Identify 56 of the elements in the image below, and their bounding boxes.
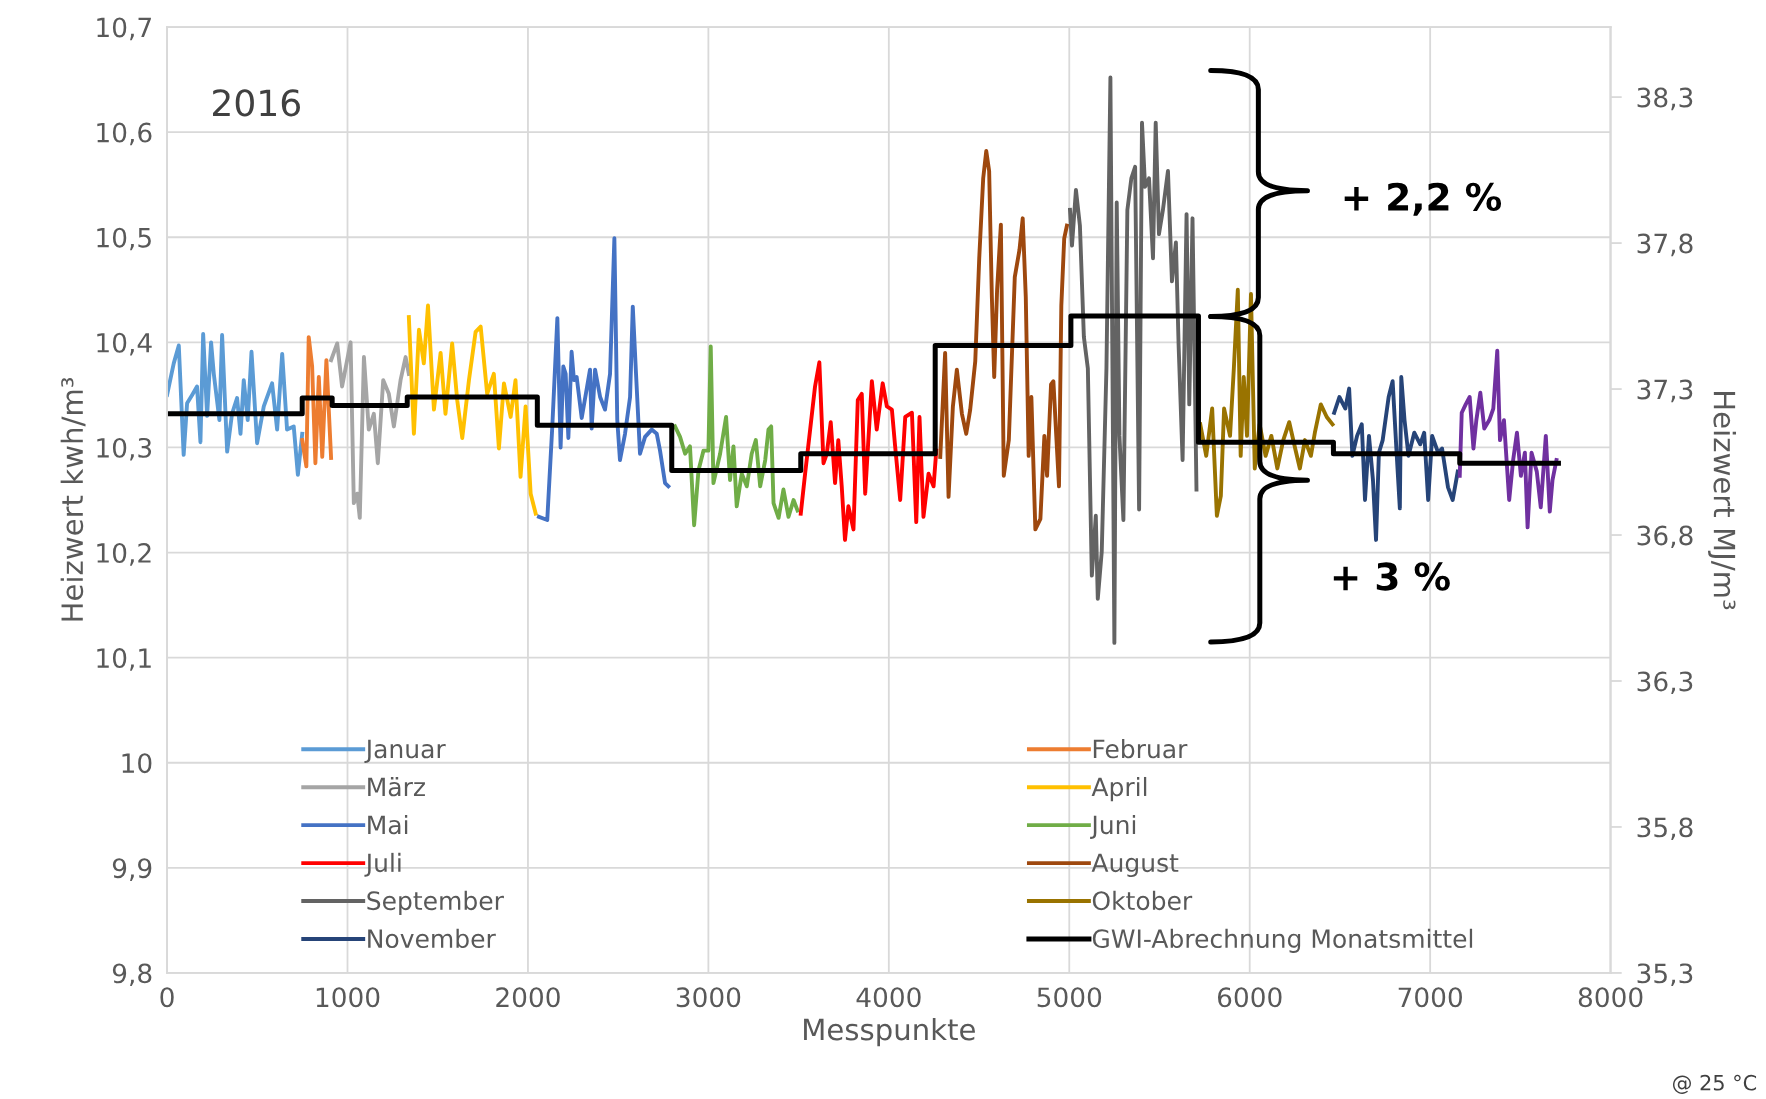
annotation: + 2,2 %	[1344, 182, 1502, 216]
y-tick-label: 9,9	[112, 858, 152, 881]
legend-label: September	[367, 890, 504, 915]
legend-label: März	[368, 777, 425, 797]
y-tick-label: 10,7	[97, 17, 151, 41]
line-series	[406, 303, 538, 516]
legend-label: April	[1091, 776, 1147, 802]
y-tick-label: 10	[122, 753, 152, 774]
line-series	[1457, 348, 1559, 530]
legend-label: Juni	[1090, 814, 1136, 839]
y2-tick-label: 38,3	[1637, 87, 1693, 111]
y2-tick-label: 35,3	[1637, 963, 1693, 987]
annotation: 2016	[213, 89, 300, 117]
line-series	[673, 344, 800, 528]
x-tick-label: 4000	[856, 987, 921, 1008]
line-series	[1332, 375, 1460, 542]
y-tick-label: 10,2	[97, 542, 151, 566]
x-axis-title: Messpunkte	[804, 1017, 975, 1047]
y2-axis-title: Heizwert MJ/m³	[1708, 392, 1737, 610]
line-series	[300, 335, 334, 469]
legend-label: Februar	[1093, 739, 1188, 759]
x-tick-label: 0	[160, 987, 174, 1008]
y-axis-title: Heizwert kwh/m³	[60, 377, 86, 621]
y2-tick-label: 37,3	[1637, 379, 1693, 403]
legend-label: Oktober	[1092, 890, 1193, 911]
y2-tick-label: 36,3	[1637, 671, 1693, 695]
annotation: + 3 %	[1333, 562, 1450, 591]
x-tick-label: 5000	[1037, 987, 1102, 1008]
y2-tick-label: 36,8	[1637, 525, 1693, 549]
legend-label: August	[1091, 853, 1179, 878]
line-series	[798, 360, 939, 542]
x-tick-label: 8000	[1578, 987, 1643, 1008]
y2-tick-label: 35,8	[1637, 817, 1693, 841]
x-tick-label: 6000	[1217, 987, 1282, 1008]
line-series	[1068, 75, 1199, 645]
y-tick-label: 9,8	[112, 963, 152, 987]
x-tick-label: 3000	[676, 987, 741, 1008]
line-series	[537, 236, 671, 522]
y-tick-label: 10,1	[97, 648, 151, 671]
line-series	[329, 340, 411, 520]
y-tick-label: 10,5	[97, 227, 151, 251]
line-series	[167, 331, 305, 477]
line-series	[938, 149, 1069, 532]
x-tick-label: 2000	[496, 987, 560, 1008]
legend-label: November	[368, 928, 496, 949]
y-tick-label: 10,6	[97, 122, 152, 146]
x-tick-label: 1000	[316, 987, 380, 1008]
x-tick-label: 7000	[1398, 987, 1462, 1008]
legend-label: Juli	[364, 852, 401, 877]
legend-label: Mai	[368, 814, 408, 835]
y-tick-label: 10,4	[97, 332, 152, 356]
legend-label: Januar	[364, 739, 446, 764]
y-tick-label: 10,3	[97, 437, 152, 461]
legend-label: GWI-Abrechnung Monatsmittel	[1092, 928, 1473, 953]
text: @ 25 °C	[1672, 1074, 1757, 1094]
y2-tick-label: 37,8	[1637, 233, 1693, 257]
